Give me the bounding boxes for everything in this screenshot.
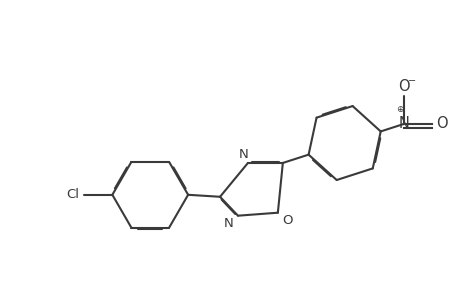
Text: Cl: Cl bbox=[66, 188, 79, 201]
Text: −: − bbox=[408, 76, 415, 86]
Text: O: O bbox=[281, 214, 292, 227]
Text: ⊕: ⊕ bbox=[395, 105, 403, 114]
Text: O: O bbox=[398, 79, 409, 94]
Text: O: O bbox=[436, 116, 447, 131]
Text: N: N bbox=[224, 217, 234, 230]
Text: N: N bbox=[239, 148, 248, 161]
Text: N: N bbox=[398, 116, 409, 131]
